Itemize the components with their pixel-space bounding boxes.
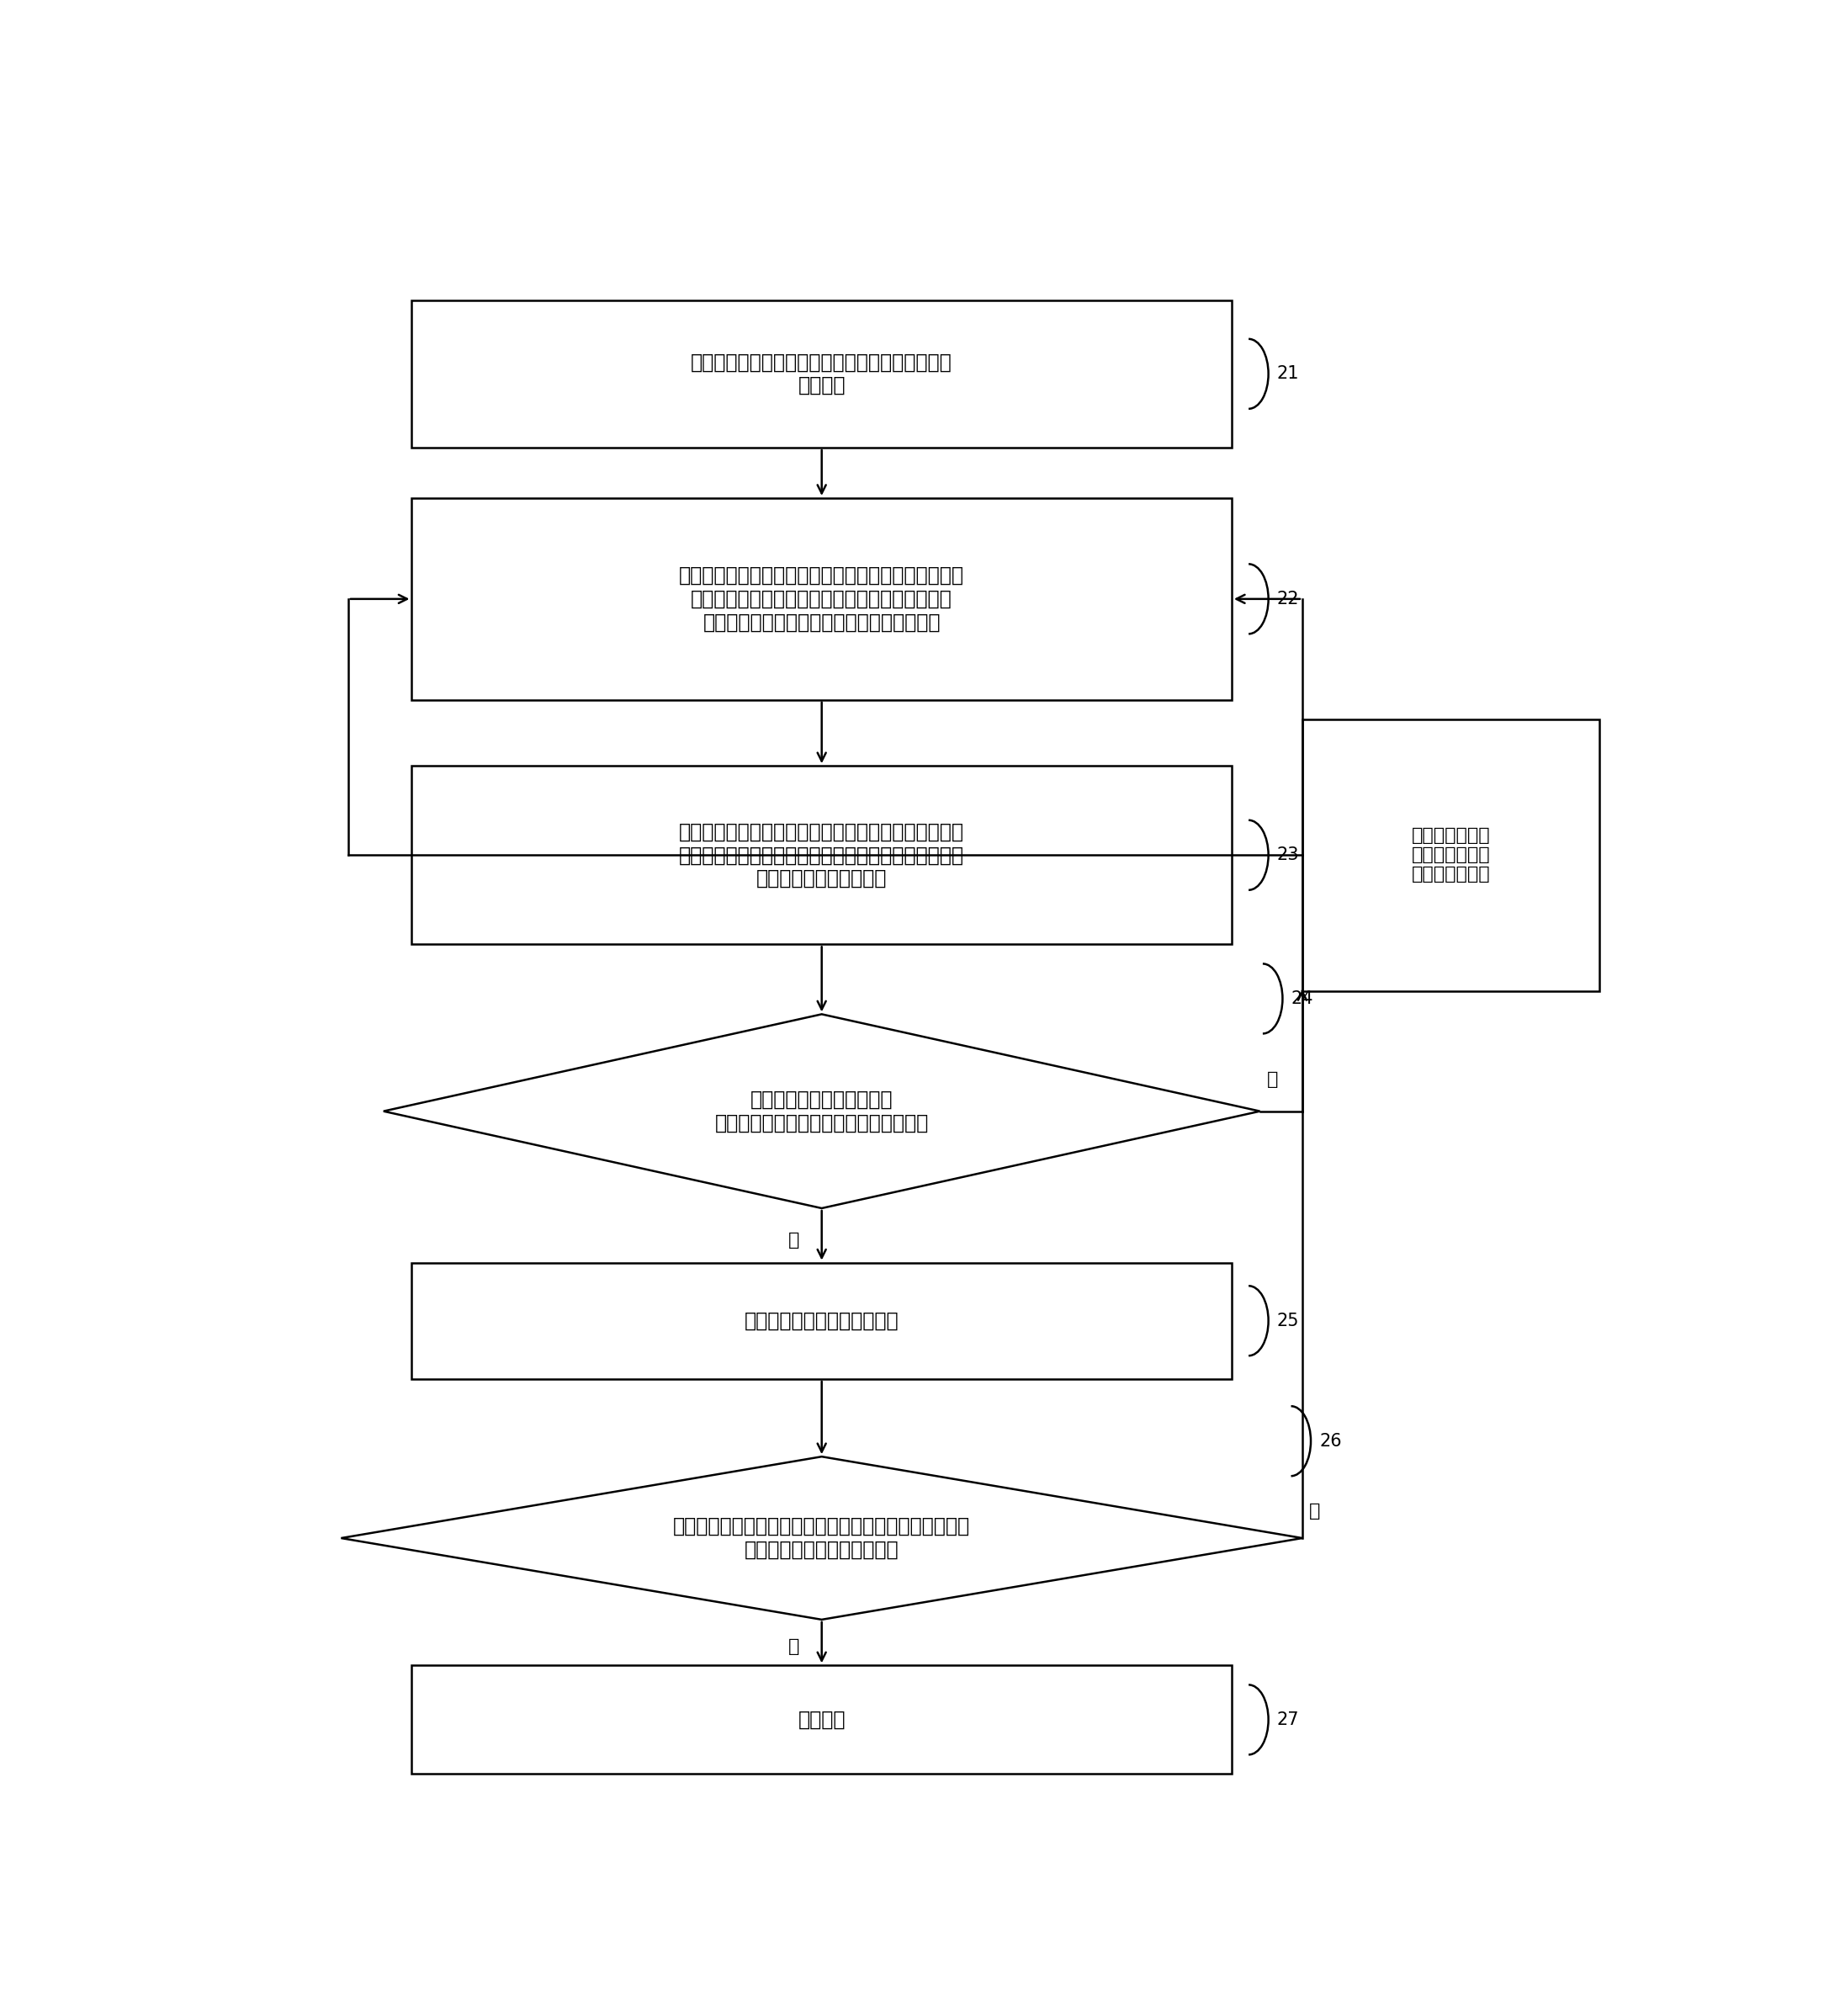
Bar bbox=[412, 300, 1231, 448]
Bar bbox=[412, 1262, 1231, 1379]
Text: 是: 是 bbox=[788, 1639, 799, 1655]
Text: 否: 否 bbox=[1310, 1502, 1321, 1520]
Bar bbox=[412, 498, 1231, 700]
Polygon shape bbox=[341, 1458, 1302, 1619]
Text: 为未被设置地址
的另一从节点设
备重新设置地址: 为未被设置地址 的另一从节点设 备重新设置地址 bbox=[1412, 827, 1490, 883]
Text: 主节点设备判断其中是否已
存储有与该从节点设备的地址相同的地址: 主节点设备判断其中是否已 存储有与该从节点设备的地址相同的地址 bbox=[715, 1089, 928, 1133]
Text: 24: 24 bbox=[1291, 990, 1313, 1008]
Polygon shape bbox=[383, 1014, 1260, 1208]
Text: 主节点设备判断其中保存的从节点设备的地址的数目是否
与所述从节点设备的数目相等: 主节点设备判断其中保存的从节点设备的地址的数目是否 与所述从节点设备的数目相等 bbox=[673, 1516, 970, 1560]
Text: 27: 27 bbox=[1277, 1712, 1299, 1728]
Text: 否: 否 bbox=[1268, 1070, 1279, 1089]
Text: 当一从节点设备首次判断到其地址和所述预先设定的地
址范围内的一地址相同时，其向主节点设备回送携带该
从节点设备的地址的报文: 当一从节点设备首次判断到其地址和所述预先设定的地 址范围内的一地址相同时，其向主… bbox=[679, 823, 965, 889]
Text: 主节点设备周期性地向各个从节点设备发送地址轮询报
文，所述地址轮询报文指示从节点设备比较其自身
地址和所述地址轮询报文携带的地址是否一致: 主节点设备周期性地向各个从节点设备发送地址轮询报 文，所述地址轮询报文指示从节点… bbox=[679, 564, 965, 633]
Bar bbox=[412, 1665, 1231, 1774]
Bar bbox=[1302, 720, 1600, 992]
Text: 26: 26 bbox=[1319, 1433, 1342, 1450]
Text: 初始化主节点设备和从节点设备，为一从节点设备
设置地址: 初始化主节点设备和从节点设备，为一从节点设备 设置地址 bbox=[691, 353, 952, 395]
Text: 流程结束: 流程结束 bbox=[797, 1710, 846, 1730]
Text: 是: 是 bbox=[788, 1232, 799, 1248]
Text: 21: 21 bbox=[1277, 365, 1299, 383]
Bar bbox=[412, 766, 1231, 943]
Text: 23: 23 bbox=[1277, 847, 1299, 863]
Text: 为该从节点设备重新设置地址: 为该从节点设备重新设置地址 bbox=[744, 1310, 899, 1331]
Text: 25: 25 bbox=[1277, 1312, 1299, 1329]
Text: 22: 22 bbox=[1277, 591, 1299, 607]
